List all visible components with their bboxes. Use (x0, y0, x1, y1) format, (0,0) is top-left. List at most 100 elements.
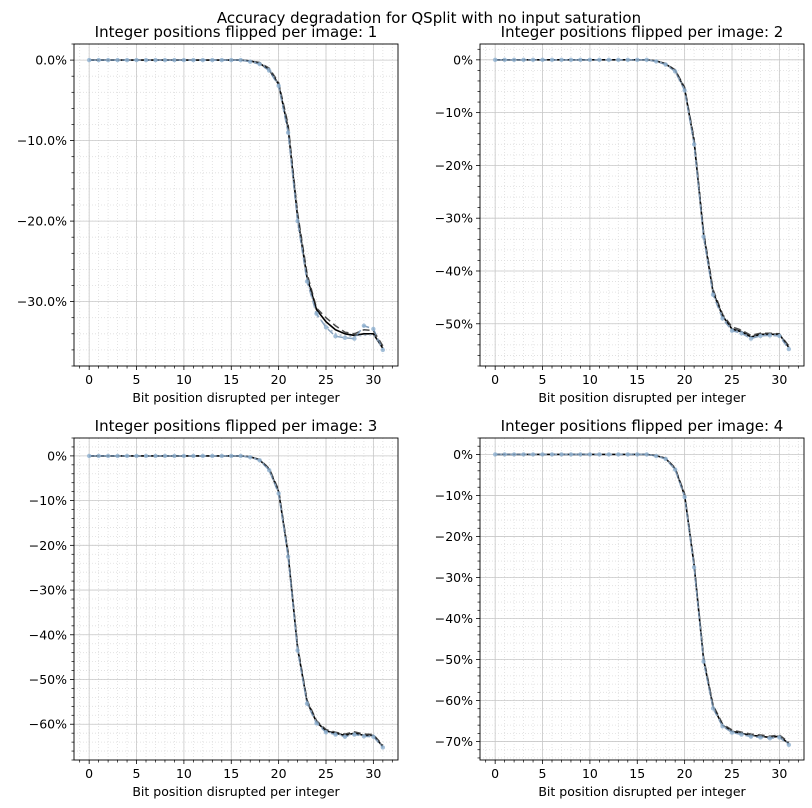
data-point (86, 57, 92, 63)
series-group (495, 453, 790, 746)
figure-suptitle: Accuracy degradation for QSplit with no … (217, 9, 641, 27)
minor-grid (74, 437, 398, 761)
x-axis-label: Bit position disrupted per integer (132, 390, 340, 405)
data-point (333, 334, 338, 339)
data-point (672, 69, 678, 74)
x-tick-label: 15 (223, 372, 239, 387)
y-tick-label: −50% (29, 672, 67, 687)
data-point (191, 453, 196, 459)
y-tick-label: 0% (47, 448, 67, 463)
data-point (654, 59, 659, 64)
data-point (276, 491, 281, 496)
data-point (739, 732, 744, 737)
x-tick-label: 0 (85, 766, 93, 781)
series-group (89, 455, 384, 748)
data-point (248, 59, 253, 64)
x-tick-label: 25 (318, 766, 334, 781)
major-grid (480, 44, 804, 366)
y-tick-label: 0% (453, 52, 473, 67)
data-point (134, 57, 139, 63)
data-point (153, 453, 158, 459)
data-point (710, 706, 716, 711)
data-point (276, 83, 281, 89)
minor-grid (480, 437, 804, 760)
y-tick-label: −50% (435, 652, 473, 667)
data-point (786, 346, 792, 352)
y-tick-label: −30.0% (17, 294, 67, 309)
x-tick-label: 5 (133, 766, 141, 781)
minor-ticks (71, 437, 393, 763)
subplot-1: 0 5 10 15 20 25 30 0.0% −10.0% −20.0% −30.0% Intege… (17, 23, 399, 405)
data-point (635, 452, 640, 457)
data-point (352, 732, 357, 737)
x-tick-label: 30 (365, 766, 381, 781)
x-tick-label: 30 (771, 766, 787, 781)
data-point (758, 333, 763, 339)
data-point (492, 452, 498, 457)
x-tick-label: 20 (677, 372, 693, 387)
data-point (162, 57, 168, 63)
x-tick-label: 10 (176, 372, 192, 387)
x-tick-label: 0 (491, 766, 499, 781)
y-tick-label: −30% (435, 570, 473, 585)
data-point (380, 745, 386, 750)
series-line-1 (89, 59, 384, 349)
data-point (105, 453, 111, 459)
axes-frame (479, 437, 805, 761)
y-tick-label: −10% (435, 105, 473, 120)
data-point (701, 659, 706, 664)
data-point (701, 234, 706, 239)
x-tick-label: 5 (539, 766, 547, 781)
data-point (191, 57, 196, 63)
data-point (568, 57, 574, 63)
y-tick-label: −30% (435, 211, 473, 226)
y-tick-label: −50% (435, 316, 473, 331)
data-point (644, 452, 649, 457)
data-point (371, 326, 376, 332)
data-point (729, 730, 735, 735)
data-point (521, 452, 526, 457)
series-line-4 (495, 59, 790, 349)
data-point (210, 57, 215, 63)
series-line-4 (89, 59, 384, 350)
data-point (238, 57, 243, 63)
x-axis-label: Bit position disrupted per integer (538, 390, 746, 405)
data-point (625, 452, 630, 457)
data-point (304, 279, 310, 284)
data-point (380, 347, 386, 353)
data-point (248, 455, 253, 460)
x-tick-label: 10 (582, 766, 598, 781)
data-point (115, 57, 120, 63)
data-point (314, 721, 319, 726)
data-point (134, 453, 139, 459)
y-tick-label: −10.0% (17, 133, 67, 148)
data-point (644, 57, 649, 63)
data-point (352, 336, 357, 341)
data-point (597, 57, 602, 63)
data-point (682, 494, 687, 500)
x-tick-label: 20 (271, 766, 287, 781)
data-point (285, 130, 291, 135)
data-point (729, 328, 735, 333)
data-point (663, 456, 668, 462)
minor-ticks (477, 437, 799, 763)
data-point (635, 57, 640, 63)
y-tick-label: −20% (29, 538, 67, 553)
x-tick-label: 20 (677, 766, 693, 781)
minor-grid (74, 43, 398, 367)
x-tick-label: 15 (629, 766, 645, 781)
markers (86, 453, 386, 750)
data-point (568, 452, 574, 457)
x-tick-label: 5 (539, 372, 547, 387)
data-point (654, 453, 659, 459)
y-tick-label: −60% (435, 693, 473, 708)
x-tick-label: 10 (582, 372, 598, 387)
data-point (777, 735, 782, 740)
y-tick-label: −40% (435, 263, 473, 278)
series-line-1 (89, 455, 384, 748)
data-point (229, 453, 234, 459)
data-point (257, 61, 262, 67)
subplot-title: Integer positions flipped per image: 2 (501, 23, 784, 41)
y-tick-label: −10% (435, 488, 473, 503)
data-point (342, 734, 348, 739)
